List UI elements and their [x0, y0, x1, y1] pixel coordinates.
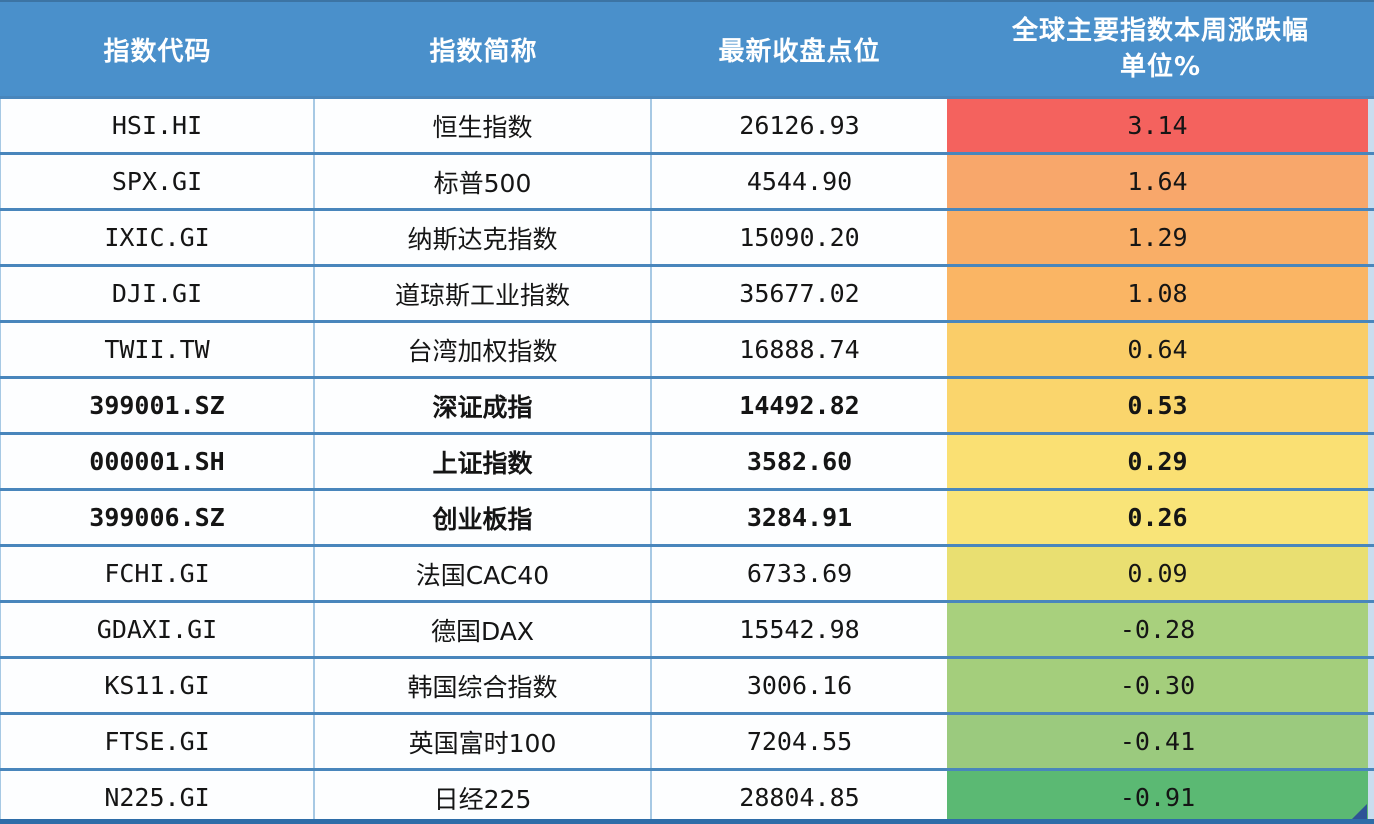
cell-index-name: 标普500 — [315, 155, 652, 208]
table-row: 000001.SH 上证指数 3582.60 0.29 — [0, 432, 1374, 488]
cell-index-name: 台湾加权指数 — [315, 323, 652, 376]
table-row: FTSE.GI 英国富时100 7204.55 -0.41 — [0, 712, 1374, 768]
cell-index-code: FTSE.GI — [0, 715, 315, 768]
header-index-code: 指数代码 — [103, 36, 212, 67]
cell-weekly-change: 0.29 — [947, 435, 1374, 488]
cell-latest-close: 6733.69 — [746, 559, 853, 588]
table-row: SPX.GI 标普500 4544.90 1.64 — [0, 152, 1374, 208]
cell-latest-close: 28804.85 — [739, 783, 860, 812]
cell-index-code: 399006.SZ — [0, 491, 315, 544]
cell-index-name: 纳斯达克指数 — [315, 211, 652, 264]
corner-marker-triangle — [1352, 804, 1367, 819]
header-latest-close: 最新收盘点位 — [718, 36, 881, 67]
header-weekly-change: 全球主要指数本周涨跌幅 单位% — [947, 2, 1374, 96]
table-row: FCHI.GI 法国CAC40 6733.69 0.09 — [0, 544, 1374, 600]
cell-weekly-change: 1.29 — [947, 211, 1374, 264]
cell-index-name: 恒生指数 — [315, 99, 652, 152]
header-index-name: 指数简称 — [429, 36, 538, 67]
cell-weekly-change: -0.28 — [947, 603, 1374, 656]
cell-index-code: N225.GI — [0, 771, 315, 824]
cell-weekly-change: 0.64 — [947, 323, 1374, 376]
table-body: HSI.HI 恒生指数 26126.93 3.14 SPX.GI 标普500 4544.90… — [0, 96, 1374, 824]
cell-index-name: 韩国综合指数 — [315, 659, 652, 712]
cell-latest-close: 7204.55 — [746, 727, 853, 756]
cell-weekly-change: 1.08 — [947, 267, 1374, 320]
cell-index-code: KS11.GI — [0, 659, 315, 712]
cell-index-code: DJI.GI — [0, 267, 315, 320]
cell-index-code: SPX.GI — [0, 155, 315, 208]
cell-weekly-change: 0.09 — [947, 547, 1374, 600]
table-row: 399006.SZ 创业板指 3284.91 0.26 — [0, 488, 1374, 544]
cell-latest-close: 4544.90 — [746, 167, 853, 196]
cell-index-code: GDAXI.GI — [0, 603, 315, 656]
cell-latest-close: 15542.98 — [739, 615, 860, 644]
cell-index-name: 道琼斯工业指数 — [315, 267, 652, 320]
table-header-row: 指数代码 指数简称 最新收盘点位 全球主要指数本周涨跌幅 单位% — [0, 0, 1374, 96]
cell-index-name: 英国富时100 — [315, 715, 652, 768]
table-row: GDAXI.GI 德国DAX 15542.98 -0.28 — [0, 600, 1374, 656]
cell-index-code: HSI.HI — [0, 99, 315, 152]
cell-index-code: 000001.SH — [0, 435, 315, 488]
table-row: HSI.HI 恒生指数 26126.93 3.14 — [0, 96, 1374, 152]
cell-latest-close: 14492.82 — [739, 391, 860, 420]
cell-index-name: 深证成指 — [315, 379, 652, 432]
table-bottom-border — [0, 819, 1374, 824]
cell-weekly-change: 3.14 — [947, 99, 1374, 152]
cell-index-code: 399001.SZ — [0, 379, 315, 432]
cell-weekly-change: -0.30 — [947, 659, 1374, 712]
header-weekly-change-line1: 全球主要指数本周涨跌幅 — [1011, 15, 1309, 46]
cell-index-code: IXIC.GI — [0, 211, 315, 264]
cell-latest-close: 35677.02 — [739, 279, 860, 308]
cell-index-name: 上证指数 — [315, 435, 652, 488]
cell-weekly-change: 1.64 — [947, 155, 1374, 208]
header-weekly-change-line2: 单位% — [1119, 52, 1202, 82]
table-row: 399001.SZ 深证成指 14492.82 0.53 — [0, 376, 1374, 432]
cell-index-name: 日经225 — [315, 771, 652, 824]
cell-latest-close: 3284.91 — [746, 503, 853, 532]
table-row: N225.GI 日经225 28804.85 -0.91 — [0, 768, 1374, 824]
cell-weekly-change: -0.41 — [947, 715, 1374, 768]
cell-index-name: 创业板指 — [315, 491, 652, 544]
cell-index-code: TWII.TW — [0, 323, 315, 376]
cell-latest-close: 15090.20 — [739, 223, 860, 252]
table-row: TWII.TW 台湾加权指数 16888.74 0.64 — [0, 320, 1374, 376]
cell-weekly-change: 0.53 — [947, 379, 1374, 432]
cell-latest-close: 3582.60 — [746, 447, 853, 476]
cell-weekly-change: -0.91 — [947, 771, 1374, 824]
cell-index-code: FCHI.GI — [0, 547, 315, 600]
cell-latest-close: 3006.16 — [746, 671, 853, 700]
cell-latest-close: 26126.93 — [739, 111, 860, 140]
cell-weekly-change: 0.26 — [947, 491, 1374, 544]
table-row: KS11.GI 韩国综合指数 3006.16 -0.30 — [0, 656, 1374, 712]
cell-index-name: 法国CAC40 — [315, 547, 652, 600]
table-row: DJI.GI 道琼斯工业指数 35677.02 1.08 — [0, 264, 1374, 320]
cell-latest-close: 16888.74 — [739, 335, 860, 364]
table-row: IXIC.GI 纳斯达克指数 15090.20 1.29 — [0, 208, 1374, 264]
cell-index-name: 德国DAX — [315, 603, 652, 656]
